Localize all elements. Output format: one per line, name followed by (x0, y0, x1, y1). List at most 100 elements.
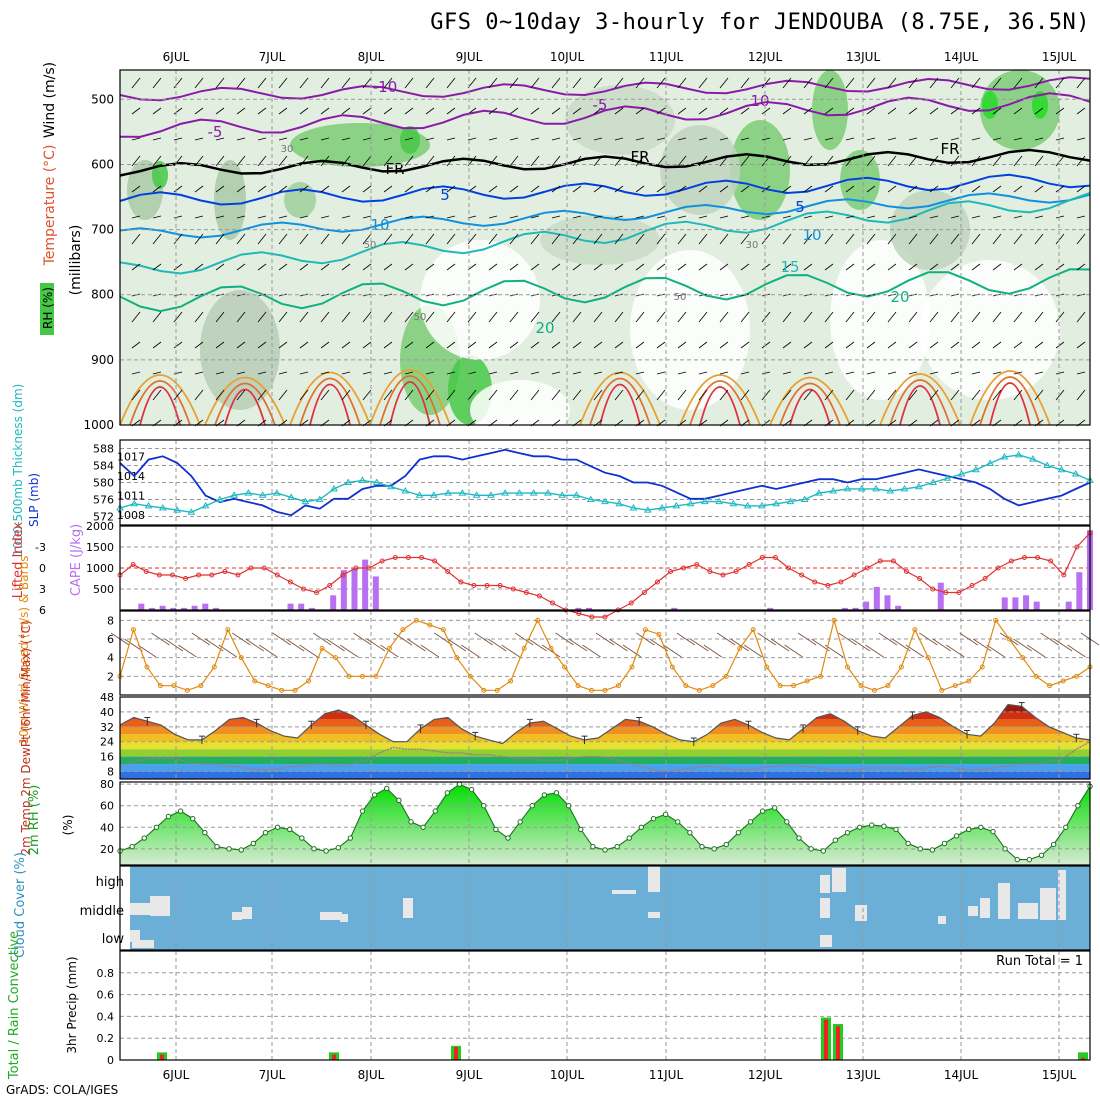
rh-point-4 (165, 813, 172, 820)
upper-wind-barb (341, 77, 351, 89)
upper-wind-barb (1034, 185, 1044, 193)
upper-wind-barb (446, 341, 456, 349)
wind-barb-64 (972, 638, 992, 652)
wind-speed-point-36 (602, 687, 608, 693)
time-label-top-14jul: 14JUL (944, 50, 979, 64)
upper-wind-barb (719, 155, 729, 167)
wind-barb-50 (784, 644, 803, 658)
lifted-index-point-21 (392, 555, 398, 560)
lifted-index-point-66 (982, 576, 988, 581)
upper-wind-barb (236, 311, 246, 323)
upper-wind-barb (698, 185, 708, 193)
wind-barb-71 (1067, 644, 1086, 658)
wind-barb-63 (959, 632, 978, 646)
cloud-panel-frame (119, 865, 1091, 951)
thickness-point-54 (886, 487, 895, 494)
upper-wind-barb (320, 155, 330, 167)
cloud-panel-label: Cloud Cover (%) (13, 852, 28, 958)
upper-wind-barb (824, 311, 834, 323)
precip-conv-bar-2 (454, 1046, 458, 1060)
wind-barb-48 (757, 632, 776, 646)
upper-wind-barb (719, 215, 729, 219)
upper-wind-barb (488, 185, 498, 193)
temp-band-4 (120, 741, 1090, 750)
upper-wind-barb (971, 263, 981, 271)
wind-barb-37 (609, 638, 628, 652)
upper-wind-barb (467, 233, 477, 245)
cloud-block-12 (820, 875, 830, 893)
lifted-index-point-52 (799, 572, 805, 578)
upper-wind-barb (551, 77, 561, 89)
precip-panel-ylabel: 3hr Precip (mm) (65, 956, 79, 1053)
rh-point-21 (371, 792, 378, 798)
wind-speed-point-32 (548, 645, 554, 651)
upper-wind-barb (1034, 107, 1044, 115)
wind-speed-point-62 (952, 683, 958, 689)
upper-wind-barb (1013, 341, 1023, 349)
upper-wind-barb (866, 371, 876, 375)
temp-tick-8: 8 (107, 766, 114, 779)
upper-wind-barb (656, 341, 666, 349)
wind-tick-6: 6 (107, 633, 114, 646)
contour-label-5: FR (630, 148, 649, 166)
thickness-point-35 (615, 499, 624, 507)
upper-wind-barb (992, 233, 1002, 245)
upper-wind-barb (908, 371, 918, 375)
lifted-index-point-47 (733, 569, 739, 574)
upper-wind-barb (656, 263, 666, 271)
wind-speed-point-39 (642, 627, 648, 633)
thickness-point-9 (244, 489, 253, 496)
upper-wind-barb (866, 155, 876, 167)
lifted-index-point-18 (353, 565, 359, 571)
rh-legend-swatch (40, 283, 54, 335)
upper-wind-barb (740, 185, 750, 193)
lifted-index-point-2 (143, 569, 149, 574)
upper-wind-barb (131, 155, 141, 167)
upper-wind-barb (887, 77, 897, 89)
upper-wind-barb (488, 371, 498, 375)
lifted-index-point-70 (1035, 555, 1041, 560)
upper-wind-barb (446, 371, 456, 375)
upper-wind-barb (971, 371, 981, 375)
upper-wind-barb (866, 263, 876, 271)
rh-point-51 (735, 829, 742, 836)
upper-wind-barb (236, 77, 246, 89)
upper-wind-barb (677, 215, 687, 219)
thickness-point-7 (215, 495, 224, 502)
upper-wind-barb (215, 311, 225, 323)
wind-barb-1 (124, 638, 143, 652)
upper-wind-barb (950, 389, 960, 401)
surface-contour-5-0 (679, 374, 761, 426)
upper-wind-barb (656, 155, 666, 167)
rh-point-5 (177, 808, 184, 814)
upper-wind-barb (1013, 137, 1023, 141)
upper-wind-barb (1055, 215, 1065, 219)
upper-wind-barb (992, 155, 1002, 167)
surface-contour-3-0 (369, 369, 451, 426)
upper-wind-barb (1076, 311, 1086, 323)
chart-title: GFS 0~10day 3-hourly for JENDOUBA (8.75E… (430, 10, 1090, 35)
upper-wind-barb (698, 263, 708, 271)
lifted-panel-frame (119, 525, 1091, 611)
cape-bar-8 (202, 603, 209, 610)
rh-point-22 (384, 785, 390, 792)
upper-wind-barb (341, 263, 351, 271)
cape-bar-7 (191, 605, 198, 610)
wind-speed-point-71 (1074, 673, 1080, 679)
upper-wind-barb (341, 155, 351, 167)
upper-wind-barb (929, 107, 939, 115)
upper-wind-barb (299, 311, 309, 323)
wind-barb-41 (663, 644, 682, 658)
upper-panel-frame (119, 69, 1091, 426)
upper-wind-barb (530, 389, 540, 401)
upper-wind-barb (404, 389, 414, 401)
upper-wind-barb (299, 341, 309, 349)
upper-wind-barb (782, 107, 792, 115)
upper-wind-barb (1034, 233, 1044, 245)
upper-wind-barb (362, 155, 372, 167)
upper-wind-barb (740, 107, 750, 115)
upper-wind-barb (215, 215, 225, 219)
upper-wind-barb (992, 185, 1002, 193)
upper-wind-barb (824, 77, 834, 89)
surface-contour-8-0 (969, 370, 1051, 426)
